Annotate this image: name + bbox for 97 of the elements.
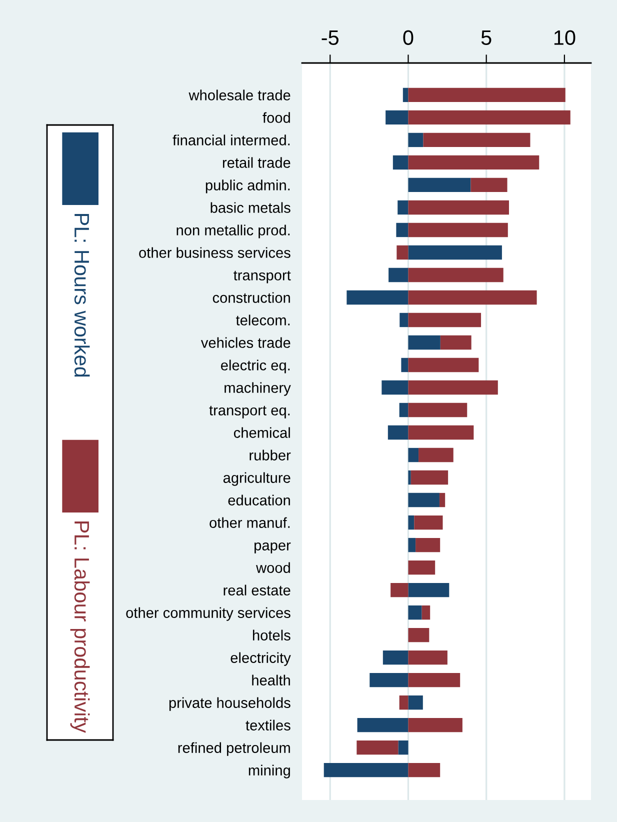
x-tick-label: 5 xyxy=(481,30,492,45)
y-tick-label: other business services xyxy=(139,247,290,258)
bar xyxy=(388,425,408,440)
bar xyxy=(408,290,537,305)
bar xyxy=(398,200,408,215)
bar xyxy=(416,538,440,552)
y-tick-label: electric eq. xyxy=(220,360,290,374)
y-tick-label: private households xyxy=(169,697,290,711)
y-tick-label: wholesale trade xyxy=(188,90,290,100)
bar xyxy=(440,335,472,350)
bar xyxy=(408,110,570,125)
y-tick-label: public admin. xyxy=(206,180,290,194)
x-tick-label: 0 xyxy=(403,30,414,45)
bar xyxy=(408,628,430,642)
bar xyxy=(408,380,498,395)
x-tick-label: -5 xyxy=(322,30,339,45)
bar xyxy=(408,650,448,665)
bar xyxy=(388,268,408,282)
bar xyxy=(408,88,566,102)
bar xyxy=(408,222,508,238)
y-tick-label: retail trade xyxy=(222,157,290,168)
y-tick-label: textiles xyxy=(246,720,290,730)
bar xyxy=(324,762,408,778)
y-tick-label: other manuf. xyxy=(210,517,290,528)
bar xyxy=(408,245,502,260)
y-tick-label: rubber xyxy=(250,450,291,460)
bar xyxy=(408,560,436,575)
text: PL: Labour productivity xyxy=(70,522,90,733)
bar xyxy=(408,605,422,620)
bar xyxy=(408,358,479,372)
bar xyxy=(398,740,408,755)
bar xyxy=(418,448,454,462)
y-tick-label: mining xyxy=(248,764,290,778)
y-tick-label: education xyxy=(228,494,290,506)
bar xyxy=(408,515,414,530)
y-tick-label: transport xyxy=(234,270,291,284)
bar xyxy=(408,178,471,192)
bar xyxy=(408,695,423,710)
y-tick-label: non metallic prod. xyxy=(176,224,290,238)
bar xyxy=(346,290,408,305)
bar xyxy=(357,718,408,732)
y-tick-label: basic metals xyxy=(210,202,290,213)
bar xyxy=(408,470,411,485)
bar xyxy=(382,650,408,665)
bar xyxy=(382,380,408,395)
bar xyxy=(396,245,408,260)
y-tick-label: vehicles trade xyxy=(200,337,290,348)
y-tick-label: food xyxy=(262,112,290,123)
bar xyxy=(400,312,408,328)
y-tick-label: paper xyxy=(254,542,291,554)
bar xyxy=(408,402,468,418)
bar xyxy=(408,762,440,778)
bar xyxy=(408,538,416,552)
y-tick-label: electricity xyxy=(230,652,291,666)
y-tick-label: health xyxy=(252,674,290,686)
y-tick-label: telecom. xyxy=(236,314,290,326)
bar xyxy=(408,268,504,282)
y-tick-label: refined petroleum xyxy=(178,742,290,756)
bar xyxy=(408,155,540,170)
bar xyxy=(439,492,446,508)
bar xyxy=(408,582,450,598)
y-tick-label: financial intermed. xyxy=(172,134,290,146)
bar xyxy=(399,695,408,710)
bar xyxy=(470,178,508,192)
y-tick-label: hotels xyxy=(252,630,290,640)
bar xyxy=(399,402,408,418)
bar xyxy=(423,132,530,148)
y-tick-label: other community services xyxy=(126,607,290,621)
x-tick-label: 10 xyxy=(554,30,576,45)
bar xyxy=(396,222,408,238)
bar xyxy=(408,312,482,328)
bar xyxy=(392,155,408,170)
bar xyxy=(408,200,509,215)
y-tick-label: chemical xyxy=(234,427,290,438)
bar xyxy=(386,110,408,125)
bar xyxy=(410,470,448,485)
y-tick-label: transport eq. xyxy=(209,406,290,418)
y-tick-label: real estate xyxy=(224,584,290,596)
y-tick-label: machinery xyxy=(224,382,291,396)
bar xyxy=(390,582,408,598)
y-tick-label: agriculture xyxy=(223,472,290,486)
bar xyxy=(422,605,430,620)
bar xyxy=(408,492,440,508)
bar xyxy=(370,672,408,688)
bar xyxy=(408,335,440,350)
y-tick-label: construction xyxy=(212,292,290,303)
bar xyxy=(408,425,474,440)
bar xyxy=(414,515,443,530)
bar xyxy=(356,740,398,755)
bar xyxy=(408,132,424,148)
y-tick-label: wood xyxy=(256,562,290,573)
bar xyxy=(408,718,462,732)
bar xyxy=(408,448,419,462)
text: PL: Hours worked xyxy=(74,214,90,377)
bar xyxy=(402,88,408,102)
bar xyxy=(401,358,408,372)
bar xyxy=(408,672,460,688)
